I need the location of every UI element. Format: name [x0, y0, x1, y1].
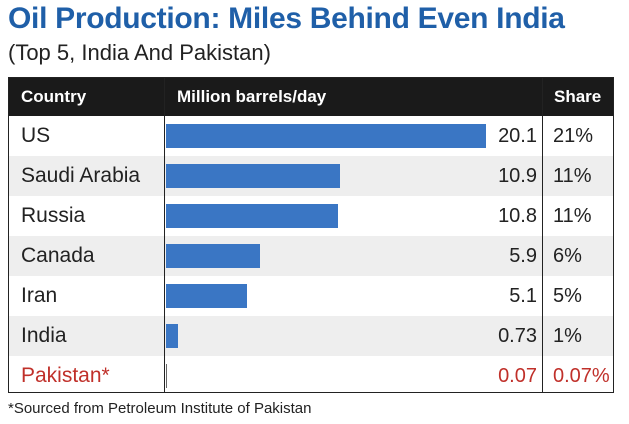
value-label: 10.9	[498, 165, 537, 187]
country-label: Russia	[21, 204, 86, 227]
header-value: Million barrels/day	[177, 87, 327, 106]
share-label: 1%	[553, 325, 582, 347]
table-header: Country Million barrels/day Share	[9, 78, 613, 116]
table-row: Saudi Arabia 10.9 11%	[9, 156, 613, 196]
header-share: Share	[554, 87, 602, 106]
country-label: Iran	[21, 284, 58, 307]
column-divider-1	[164, 78, 165, 392]
table-row: Russia 10.8 11%	[9, 196, 613, 236]
share-label: 5%	[553, 285, 582, 307]
share-label: 11%	[553, 205, 592, 227]
chart-subtitle: (Top 5, India And Pakistan)	[8, 40, 271, 65]
footnote: *Sourced from Petroleum Institute of Pak…	[8, 400, 312, 417]
share-label: 6%	[553, 245, 582, 267]
table-row: Canada 5.9 6%	[9, 236, 613, 276]
bar	[166, 284, 248, 308]
table-row: US 20.1 21%	[9, 116, 613, 156]
value-label: 5.1	[509, 285, 537, 307]
data-table: Country Million barrels/day Share US 20.1…	[8, 77, 614, 393]
bar	[166, 204, 338, 228]
chart-title: Oil Production: Miles Behind Even India	[8, 2, 565, 35]
bar	[166, 364, 167, 388]
share-label: 0.07%	[553, 365, 610, 387]
bar	[166, 244, 260, 268]
bar	[166, 324, 178, 348]
value-label: 0.73	[498, 325, 537, 347]
table-row: Pakistan* 0.07 0.07%	[9, 356, 613, 392]
share-label: 11%	[553, 165, 592, 187]
header-country: Country	[21, 87, 87, 106]
share-label: 21%	[553, 125, 594, 147]
country-label: US	[21, 124, 51, 147]
bar	[166, 164, 340, 188]
value-label: 0.07	[498, 365, 537, 387]
country-label: Saudi Arabia	[21, 164, 141, 187]
table-row: Iran 5.1 5%	[9, 276, 613, 316]
table-row: India 0.73 1%	[9, 316, 613, 356]
country-label: Pakistan*	[21, 364, 110, 387]
value-label: 5.9	[509, 245, 537, 267]
value-label: 10.8	[498, 205, 537, 227]
column-divider-2	[542, 78, 543, 392]
country-label: India	[21, 324, 67, 347]
value-label: 20.1	[498, 125, 537, 147]
country-label: Canada	[21, 244, 95, 267]
bar	[166, 124, 486, 148]
